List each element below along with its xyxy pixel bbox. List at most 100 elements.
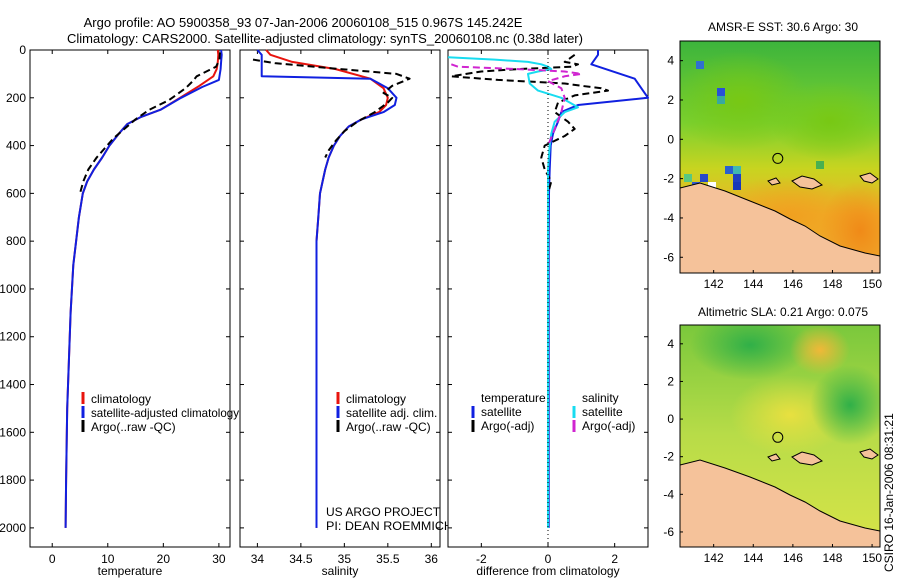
y-tick-label-depth: 0 <box>19 43 26 57</box>
amsre-map-frame <box>679 40 881 274</box>
sla-field-patch <box>790 325 850 375</box>
series-line-temperature-1 <box>64 49 223 528</box>
x-tick-label-temperature: 10 <box>101 552 115 566</box>
sla-field-patch <box>690 325 810 380</box>
map-y-tick-label: 4 <box>667 54 674 68</box>
map-x-tick-label: 144 <box>743 277 763 291</box>
land-new-guinea <box>680 182 880 273</box>
map-y-tick-label: 2 <box>667 93 674 107</box>
x-tick-label-temperature: 30 <box>212 552 226 566</box>
salinity-axes-frame <box>239 49 441 548</box>
altimetric-map-title: Altimetric SLA: 0.21 Argo: 0.075 <box>698 305 868 319</box>
legend-label-argo: Argo(..raw -QC) <box>91 420 176 434</box>
map-x-tick-label: 144 <box>743 551 763 565</box>
temperature-legend: climatology satellite-adjusted climatolo… <box>81 392 239 434</box>
y-tick-label-depth: 1800 <box>0 473 26 487</box>
sst-cold-pixel <box>816 161 824 169</box>
island <box>859 448 879 460</box>
sst-cold-pixel <box>696 61 704 69</box>
salinity-legend: climatology satellite adj. clim. Argo(..… <box>336 392 437 434</box>
altimetric-sla-map: Altimetric SLA: 0.21 Argo: 0.075 <box>663 305 882 565</box>
series-line-difference-1 <box>450 53 609 194</box>
series-line-temperature-2 <box>79 52 221 194</box>
map-y-tick-label: 2 <box>667 374 674 388</box>
map-x-tick-label: 142 <box>704 551 724 565</box>
x-tick-label-salinity: 35 <box>338 552 352 566</box>
amsre-sst-map: AMSR-E SST: 30.6 Argo: 30 <box>663 20 882 291</box>
project-note-line2: PI: DEAN ROEMMICH <box>326 519 453 533</box>
y-tick-label-depth: 2000 <box>0 521 26 535</box>
map-y-tick-label: -4 <box>663 211 674 225</box>
legend-label-satellite-adjusted: satellite-adjusted climatology <box>91 406 239 420</box>
temperature-axes-frame <box>29 49 231 548</box>
y-tick-label-depth: 800 <box>6 234 26 248</box>
map-y-tick-label: -2 <box>663 450 674 464</box>
amsre-map-title: AMSR-E SST: 30.6 Argo: 30 <box>708 20 858 34</box>
legend-label-climatology: climatology <box>91 392 151 406</box>
map-x-tick-label: 142 <box>704 277 724 291</box>
x-tick-label-temperature: 0 <box>49 552 56 566</box>
y-tick-label-depth: 600 <box>6 186 26 200</box>
map-y-tick-label: -4 <box>663 487 674 501</box>
legend-header-temperature: temperature <box>481 391 546 405</box>
x-tick-label-salinity: 34.5 <box>289 552 313 566</box>
sst-cold-pixel <box>733 166 741 174</box>
island <box>767 453 781 462</box>
x-tick-label-difference: 0 <box>545 552 552 566</box>
map-y-tick-label: 0 <box>667 132 674 146</box>
y-tick-label-depth: 200 <box>6 91 26 105</box>
difference-xlabel: difference from climatology <box>476 564 619 578</box>
x-tick-label-salinity: 35.5 <box>376 552 400 566</box>
y-tick-label-depth: 1200 <box>0 330 26 344</box>
x-tick-label-temperature: 20 <box>157 552 171 566</box>
legend-header-salinity: salinity <box>582 391 619 405</box>
temperature-panel: 0 10 20 30 0 200 400 600 800 1000 1200 1400 1600 180… <box>0 43 239 578</box>
salinity-panel: 34 34.5 35 35.5 36 salinity climatology sate… <box>239 49 453 578</box>
series-line-salinity-2 <box>252 58 411 158</box>
map-y-tick-label: -6 <box>663 250 674 264</box>
sst-cold-pixel <box>684 174 692 182</box>
x-tick-label-salinity: 36 <box>425 552 439 566</box>
island <box>791 175 824 190</box>
sst-missing-pixel <box>708 182 716 190</box>
figure-title-line2: Climatology: CARS2000. Satellite-adjuste… <box>67 31 583 46</box>
sla-field-patch <box>810 365 880 445</box>
island <box>859 172 879 184</box>
series-line-difference-3 <box>450 63 583 146</box>
x-tick-label-salinity: 34 <box>251 552 265 566</box>
timestamp-stamp: CSIRO 16-Jan-2006 08:31:21 <box>882 413 896 572</box>
sst-field-patch <box>770 81 880 161</box>
salinity-xlabel: salinity <box>322 564 359 578</box>
difference-panel: -2 0 2 difference from climatology tempera… <box>447 49 649 578</box>
sst-cold-pixel <box>700 174 708 182</box>
map-x-tick-label: 146 <box>783 551 803 565</box>
map-y-tick-label: -6 <box>663 525 674 539</box>
figure-title-line1: Argo profile: AO 5900358_93 07-Jan-2006 … <box>84 15 523 30</box>
x-tick-label-difference: -2 <box>476 552 487 566</box>
map-x-tick-label: 150 <box>862 277 882 291</box>
land-new-guinea <box>680 459 880 547</box>
island <box>767 177 781 186</box>
sst-cold-pixel <box>733 174 741 182</box>
legend-label-temp-satellite: satellite <box>481 405 522 419</box>
difference-legend: temperature satellite Argo(-adj) salinit… <box>471 391 635 433</box>
y-tick-label-depth: 1400 <box>0 378 26 392</box>
y-tick-label-depth: 400 <box>6 139 26 153</box>
legend-label-satellite-adj: satellite adj. clim. <box>346 406 437 420</box>
map-y-tick-label: -2 <box>663 172 674 186</box>
sst-cold-pixel <box>717 96 725 104</box>
island <box>791 451 824 466</box>
map-x-tick-label: 150 <box>862 551 882 565</box>
temperature-xlabel: temperature <box>98 564 163 578</box>
x-tick-label-difference: 2 <box>611 552 618 566</box>
sst-cold-pixel <box>733 182 741 190</box>
legend-label-sal-satellite: satellite <box>582 405 623 419</box>
argo-float-marker <box>772 152 784 164</box>
legend-label-sal-argo: Argo(-adj) <box>582 419 635 433</box>
argo-float-marker <box>772 431 784 443</box>
series-line-difference-2 <box>447 56 579 528</box>
y-tick-label-depth: 1600 <box>0 425 26 439</box>
sst-cold-pixel <box>725 166 733 174</box>
map-x-tick-label: 148 <box>822 551 842 565</box>
altimetric-map-frame <box>679 324 881 548</box>
